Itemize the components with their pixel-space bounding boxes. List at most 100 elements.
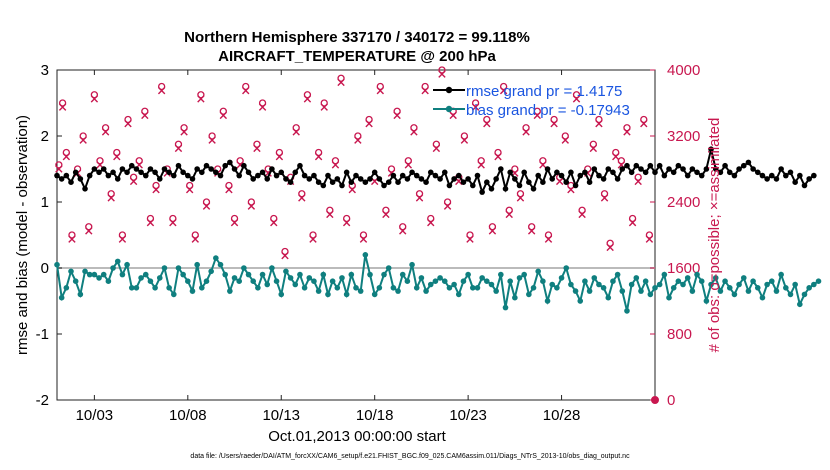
plot-frame (56, 69, 656, 401)
possible-point (443, 198, 452, 206)
assimilated-point (572, 95, 581, 103)
bias-point (306, 275, 313, 281)
rmse-point (96, 169, 102, 176)
possible-point (236, 157, 244, 165)
assimilated-point (225, 185, 233, 194)
bias-point (231, 275, 238, 281)
rmse-point (731, 172, 738, 179)
possible-point (415, 190, 424, 198)
left-axis-ticks: -2 -1 0 1 2 3 (36, 62, 62, 409)
rmse-point (292, 169, 299, 176)
right-axis-label: # of obs: o=possible; ×=assimilated (706, 118, 723, 353)
possible-point (595, 115, 603, 124)
rmse-point (58, 176, 65, 182)
rmse-point (437, 176, 443, 182)
rmse-point (488, 186, 495, 192)
bias-point (339, 275, 345, 281)
bias-point (759, 294, 766, 301)
bias-point (315, 288, 322, 294)
bias-point (152, 285, 158, 291)
bias-point (329, 278, 336, 285)
bias-point (554, 285, 560, 291)
possible-point (96, 157, 104, 165)
bias-point (156, 275, 163, 281)
bias-point (208, 268, 214, 275)
bias-point (783, 285, 789, 291)
rmse-point (100, 166, 107, 172)
possible-point (584, 165, 592, 173)
bias-point (596, 281, 602, 288)
possible-point (186, 181, 194, 190)
bias-point (404, 278, 411, 285)
rmse-point (698, 172, 705, 179)
rmse-point (147, 166, 154, 172)
rmse-point (512, 176, 518, 182)
assimilated-point (242, 86, 250, 95)
right-tick-label: 1600 (667, 260, 700, 277)
rmse-point (320, 182, 327, 189)
assimilated-point (129, 177, 138, 186)
bias-point (423, 288, 429, 294)
assimilated-point (202, 202, 211, 210)
rmse-point (395, 179, 401, 185)
rmse-point (423, 179, 429, 185)
rmse-point (390, 172, 397, 179)
assimilated-point (438, 70, 446, 78)
rmse-point (605, 166, 612, 172)
rmse-point (278, 169, 285, 176)
bias-point (694, 271, 700, 278)
rmse-point (577, 172, 584, 179)
assimilated-point (645, 235, 654, 243)
assimilated-point (90, 95, 99, 103)
rmse-point (568, 169, 574, 176)
rmse-point (797, 172, 803, 179)
possible-point (612, 148, 620, 157)
assimilated-point (527, 227, 536, 235)
rmse-point (86, 172, 93, 179)
legend-bias-label: bias grand pr = -0.17943 (466, 102, 630, 119)
rmse-point (441, 169, 448, 176)
rmse-point (600, 176, 607, 182)
possible-point (208, 132, 216, 140)
rmse-point (540, 179, 546, 185)
assimilated-point (471, 103, 480, 111)
bias-point (465, 271, 471, 278)
bias-point (236, 278, 243, 285)
assimilated-point (410, 128, 418, 136)
bias-point (437, 275, 443, 281)
right-tick-label: 3200 (667, 128, 700, 145)
rmse-point (455, 172, 462, 179)
possible-point (314, 148, 323, 157)
bias-point (731, 291, 738, 298)
rmse-point (591, 166, 598, 172)
assimilated-point (185, 185, 194, 194)
left-axis-label: rmse and bias (model - observation) (14, 115, 31, 355)
possible-point (230, 214, 239, 223)
bias-point (82, 268, 88, 275)
series-assimilated-markers (55, 70, 654, 260)
bias-point (610, 278, 616, 285)
bias-point (745, 288, 752, 294)
bias-point (614, 271, 621, 278)
left-tick-label: 1 (41, 194, 49, 211)
bias-point (568, 281, 574, 288)
assimilated-point (58, 103, 67, 111)
rmse-point (119, 166, 126, 172)
bias-point (86, 271, 93, 278)
assimilated-point (404, 161, 413, 169)
possible-point (68, 231, 76, 239)
bias-point (418, 275, 425, 281)
assimilated-point (421, 86, 429, 95)
assimilated-point (314, 152, 323, 161)
bias-point (675, 278, 682, 285)
possible-point (589, 140, 597, 148)
assimilated-point (174, 144, 183, 153)
bias-point (441, 278, 448, 285)
possible-point (202, 198, 211, 206)
bias-point (474, 285, 481, 291)
assimilated-point (382, 210, 390, 219)
rmse-point (610, 169, 616, 176)
possible-point (107, 190, 115, 198)
right-tick-label: 4000 (667, 62, 700, 79)
bias-point (385, 265, 392, 271)
